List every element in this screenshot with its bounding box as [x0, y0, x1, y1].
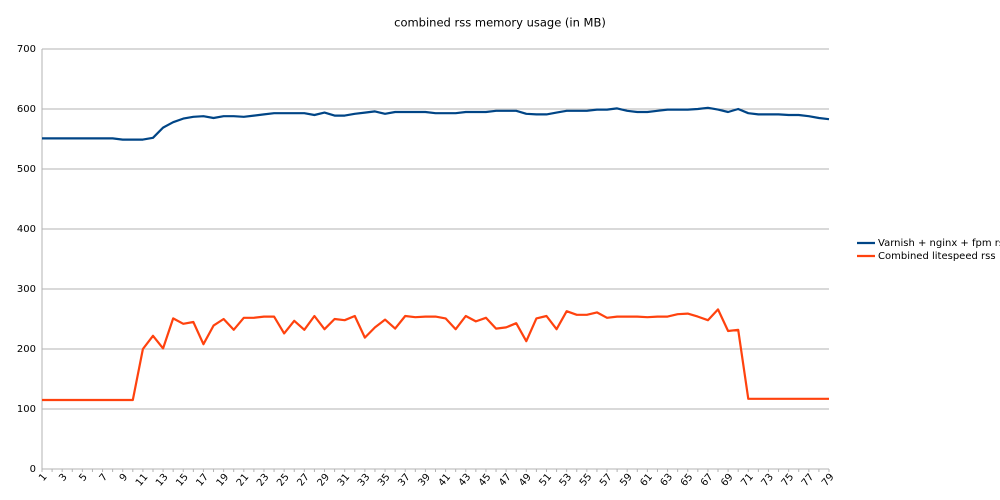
y-tick-label: 300: [17, 284, 36, 295]
x-tick-label: 73: [759, 472, 776, 489]
x-tick-label: 57: [598, 472, 615, 489]
x-tick-label: 15: [174, 472, 191, 489]
y-tick-label: 700: [17, 44, 36, 55]
chart-title: combined rss memory usage (in MB): [394, 16, 606, 30]
x-tick-label: 21: [235, 472, 252, 489]
x-tick-label: 5: [77, 472, 90, 484]
x-tick-label: 27: [295, 472, 312, 489]
x-tick-label: 63: [659, 472, 676, 489]
x-tick-label: 7: [98, 472, 111, 484]
y-tick-label: 200: [17, 344, 36, 355]
x-tick-label: 1: [37, 472, 50, 484]
x-tick-label: 43: [457, 472, 474, 489]
x-tick-label: 55: [578, 472, 595, 489]
y-tick-label: 400: [17, 224, 36, 235]
series-line: [42, 106, 830, 141]
y-tick-label: 100: [17, 404, 36, 415]
legend-label: Varnish + nginx + fpm rss: [878, 238, 1000, 249]
legend-label: Combined litespeed rss: [878, 251, 996, 262]
y-tick-label: 0: [30, 464, 36, 475]
x-tick-label: 9: [118, 472, 131, 484]
x-tick-label: 75: [780, 472, 797, 489]
x-tick-label: 61: [638, 472, 655, 489]
x-tick-label: 29: [315, 472, 332, 489]
x-tick-label: 35: [376, 472, 393, 489]
y-tick-label: 500: [17, 164, 36, 175]
x-tick-label: 49: [517, 472, 534, 489]
x-tick-label: 71: [739, 472, 756, 489]
x-tick-label: 41: [437, 472, 454, 489]
x-tick-label: 45: [477, 472, 494, 489]
x-tick-label: 37: [396, 472, 413, 489]
x-tick-label: 23: [255, 472, 272, 489]
x-tick-label: 51: [537, 472, 554, 489]
x-tick-label: 67: [699, 472, 716, 489]
x-tick-label: 47: [497, 472, 514, 489]
x-tick-label: 3: [57, 472, 70, 484]
y-tick-label: 600: [17, 104, 36, 115]
x-tick-label: 39: [416, 472, 433, 489]
x-tick-label: 17: [194, 472, 211, 489]
x-tick-label: 65: [679, 472, 696, 489]
x-tick-label: 53: [558, 472, 575, 489]
x-tick-label: 79: [820, 472, 837, 489]
x-tick-label: 19: [215, 472, 232, 489]
x-tick-label: 77: [800, 472, 817, 489]
x-tick-label: 25: [275, 472, 292, 489]
x-tick-label: 33: [356, 472, 373, 489]
x-tick-label: 59: [618, 472, 635, 489]
x-tick-label: 69: [719, 472, 736, 489]
x-tick-label: 13: [154, 472, 171, 489]
x-tick-label: 31: [336, 472, 353, 489]
x-tick-label: 11: [134, 472, 151, 489]
series-line: [42, 308, 829, 402]
